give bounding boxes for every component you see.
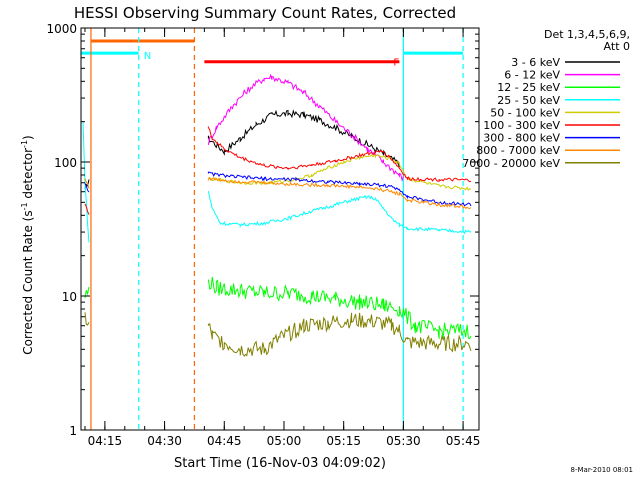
series-line-8 xyxy=(84,312,472,357)
legend-header-detectors: Det 1,3,4,5,6,9, xyxy=(544,28,630,41)
y-tick-label-0: 1 xyxy=(69,424,77,438)
state-bar-label-f: F xyxy=(393,58,399,69)
legend-label-5: 100 - 300 keV xyxy=(483,119,560,132)
plot-area: N F 1 10 100 1000 04:15 04:30 04:45 05:00 05:15 05:… xyxy=(46,22,480,448)
axes-frame xyxy=(80,27,480,431)
x-tick-label-2: 04:45 xyxy=(207,434,242,448)
x-tick-label-6: 05:45 xyxy=(446,434,481,448)
x-tick-label-3: 05:00 xyxy=(267,434,302,448)
generation-timestamp: 8-Mar-2010 08:01 xyxy=(571,466,633,474)
x-tick-label-4: 05:15 xyxy=(326,434,361,448)
x-axis-label: Start Time (16-Nov-03 04:09:02) xyxy=(174,456,386,471)
series-line-2 xyxy=(84,276,472,339)
legend-label-3: 25 - 50 keV xyxy=(497,94,560,107)
series-line-1 xyxy=(207,73,404,183)
legend-label-7: 800 - 7000 keV xyxy=(476,144,560,157)
y-axis-label: Corrected Count Rate (s-1 detector-1) xyxy=(20,135,35,354)
y-tick-label-2: 100 xyxy=(54,156,77,170)
y-tick-label-3: 1000 xyxy=(46,22,77,36)
legend-label-0: 3 - 6 keV xyxy=(511,56,560,69)
legend-label-8: 7000 - 20000 keV xyxy=(462,157,560,170)
x-tick-label-1: 04:30 xyxy=(147,434,182,448)
legend-header-attenuator: Att 0 xyxy=(604,40,630,53)
series-line-7 xyxy=(84,176,472,210)
series-line-5 xyxy=(84,125,472,215)
x-tick-label-5: 05:30 xyxy=(386,434,421,448)
legend-label-4: 50 - 100 keV xyxy=(490,106,560,119)
state-bar-label-n: N xyxy=(144,51,151,62)
series-line-4 xyxy=(208,153,472,191)
legend-label-2: 12 - 25 keV xyxy=(497,81,560,94)
series-line-6 xyxy=(84,171,472,207)
legend-label-1: 6 - 12 keV xyxy=(504,69,560,82)
chart-title: HESSI Observing Summary Count Rates, Cor… xyxy=(74,4,456,22)
y-tick-label-1: 10 xyxy=(62,290,77,304)
x-tick-label-0: 04:15 xyxy=(88,434,123,448)
legend-label-6: 300 - 800 keV xyxy=(483,132,560,145)
